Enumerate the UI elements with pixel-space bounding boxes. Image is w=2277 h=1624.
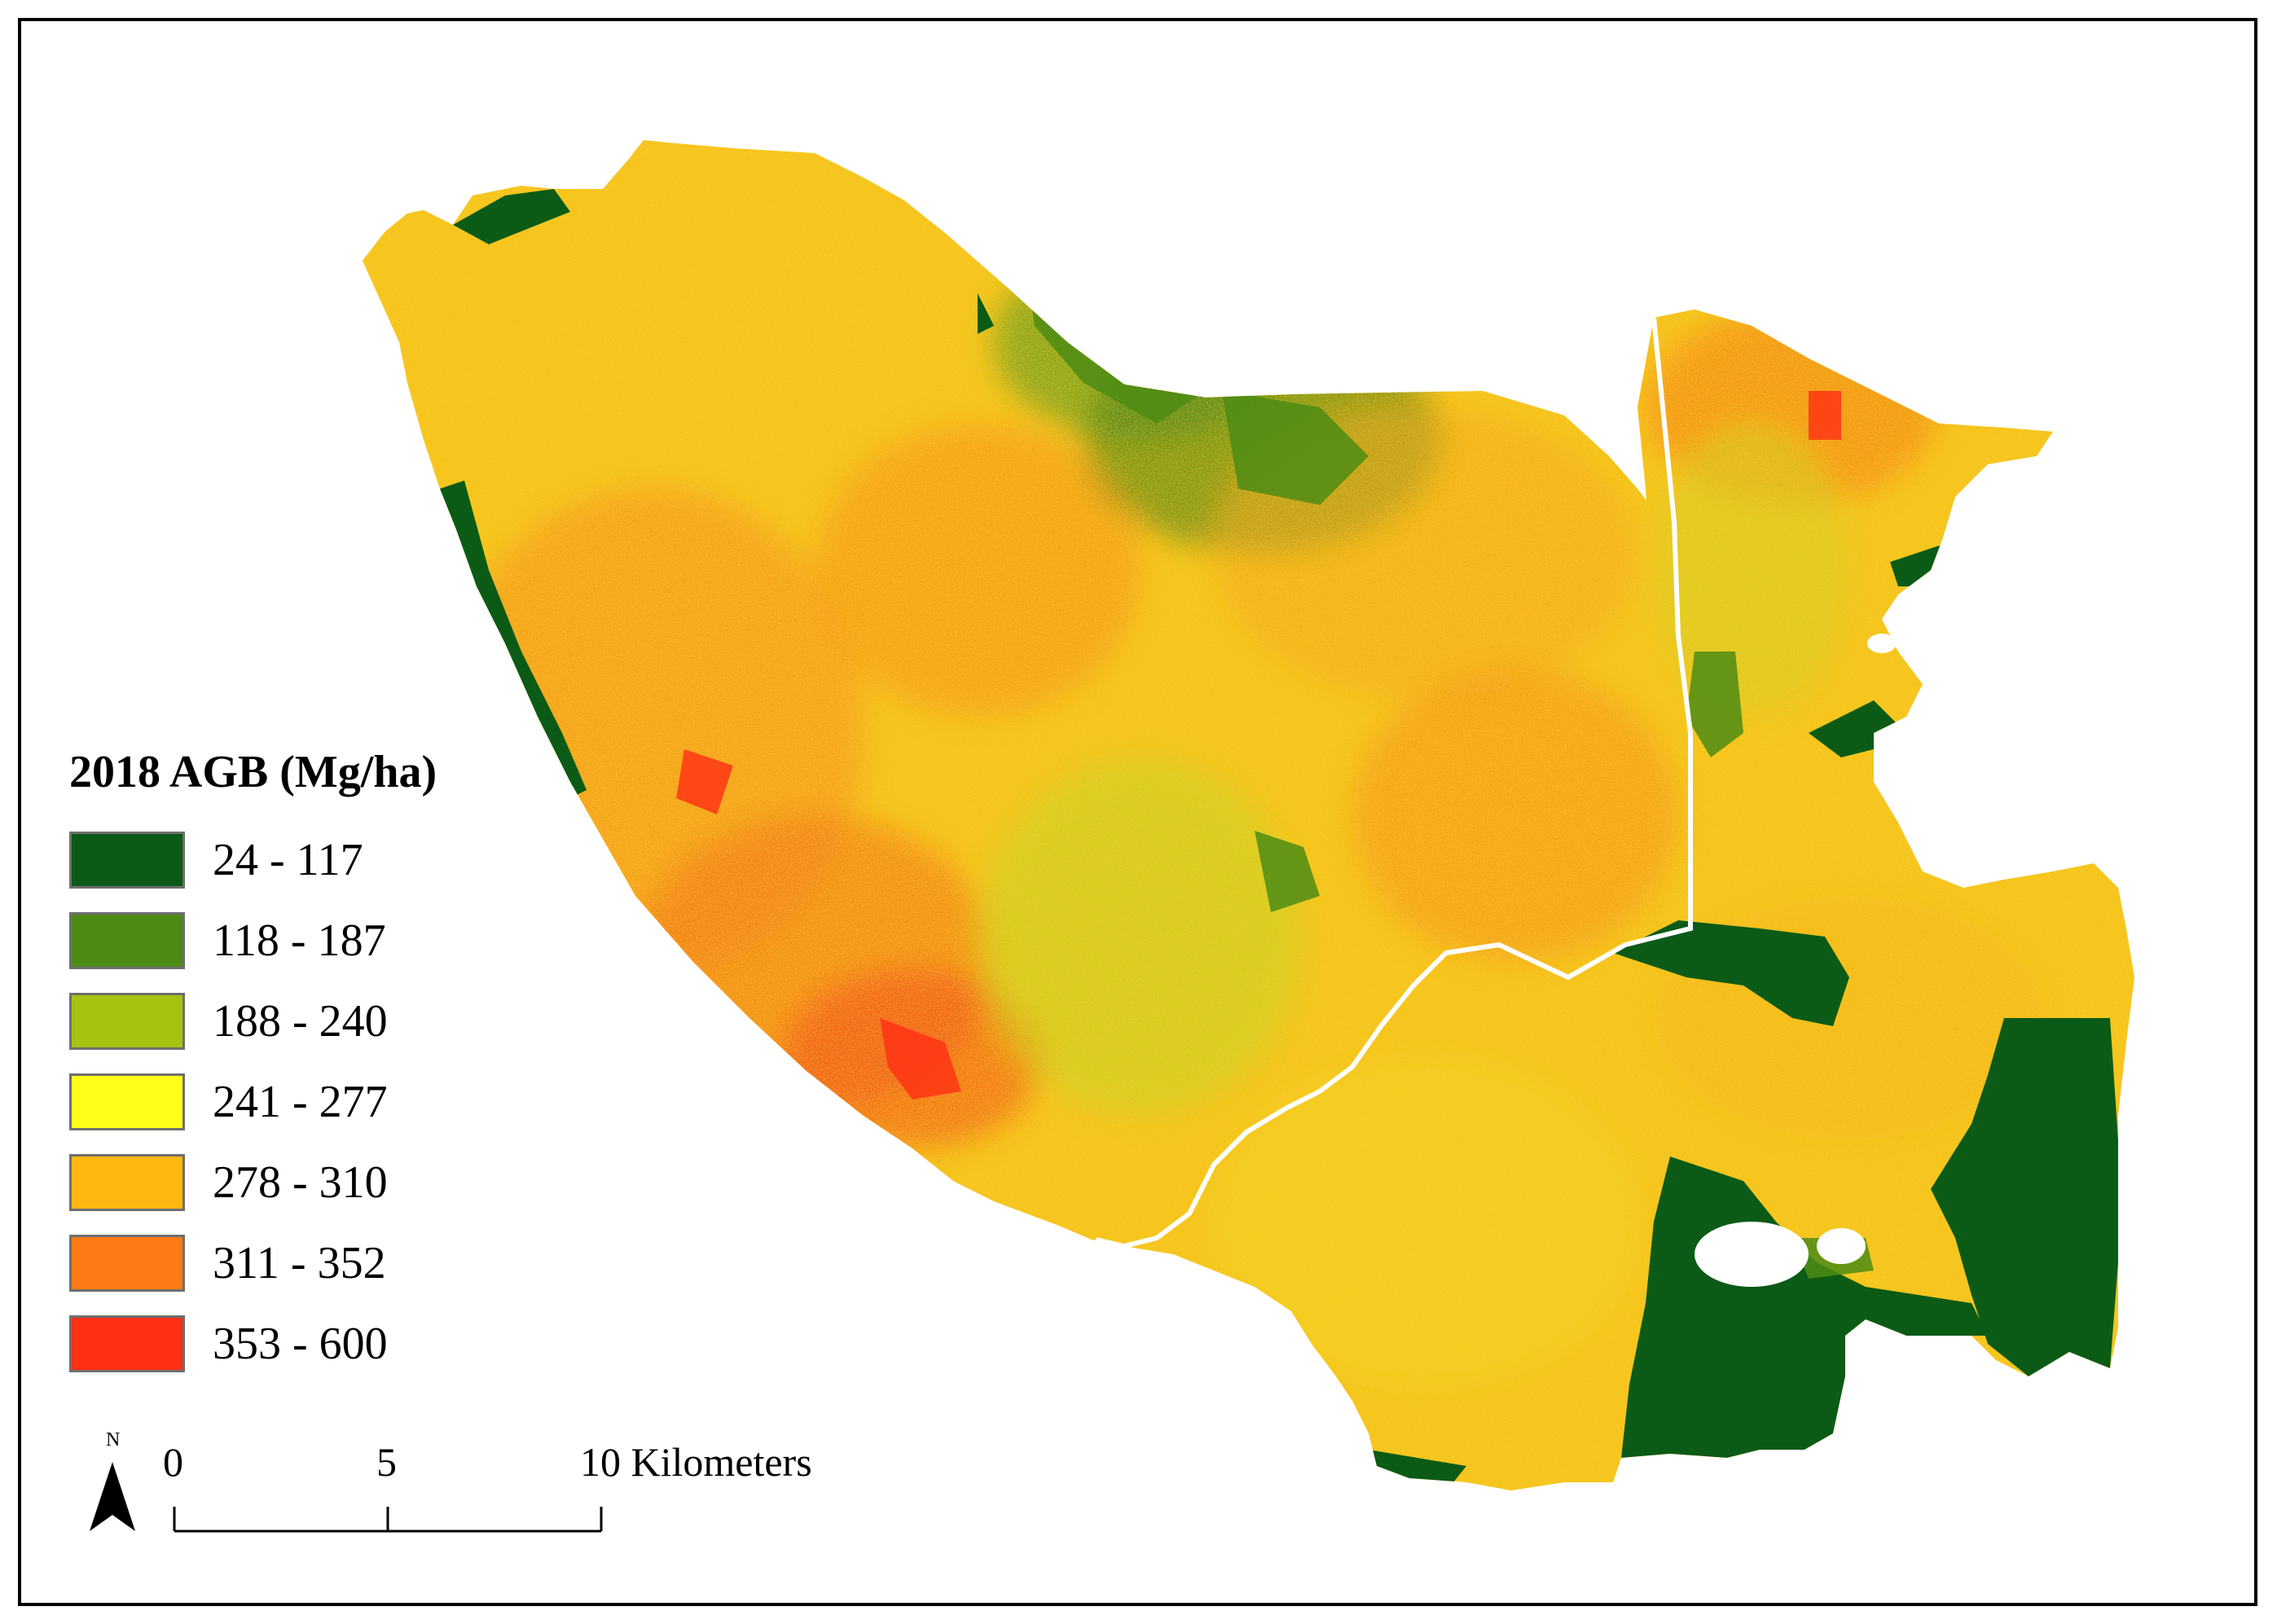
region-boundary: [1095, 317, 1693, 1249]
north-arrow-icon: N: [90, 1429, 135, 1531]
legend-swatch: [69, 992, 185, 1050]
legend: 2018 AGB (Mg/ha) 24 - 117 118 - 187 188 - …: [69, 749, 574, 1384]
legend-title: 2018 AGB (Mg/ha): [69, 747, 437, 797]
legend-item: 278 - 310: [69, 1142, 574, 1222]
legend-swatch: [69, 1073, 185, 1130]
legend-label: 241 - 277: [213, 1076, 388, 1127]
legend-swatch: [69, 1315, 185, 1372]
legend-item: 118 - 187: [69, 900, 574, 981]
legend-label: 353 - 600: [213, 1318, 388, 1369]
scale-tick-10: 10 Kilometers: [580, 1439, 812, 1485]
scale-bar: [173, 1507, 603, 1533]
scale-tick-0: 0: [163, 1439, 183, 1485]
legend-swatch: [69, 831, 185, 889]
legend-label: 311 - 352: [213, 1237, 386, 1288]
legend-swatch: [69, 911, 185, 969]
legend-swatch: [69, 1153, 185, 1211]
legend-item: 353 - 600: [69, 1303, 574, 1384]
legend-item: 188 - 240: [69, 981, 574, 1061]
legend-item: 241 - 277: [69, 1061, 574, 1142]
legend-label: 278 - 310: [213, 1157, 388, 1208]
legend-label: 188 - 240: [213, 995, 388, 1047]
legend-item: 311 - 352: [69, 1222, 574, 1303]
legend-item: 24 - 117: [69, 819, 574, 900]
north-label: N: [106, 1429, 120, 1451]
legend-label: 24 - 117: [213, 834, 363, 885]
scale-tick-5: 5: [376, 1439, 397, 1485]
legend-rows: 24 - 117 118 - 187 188 - 240 241 - 277 278 -…: [69, 819, 574, 1384]
legend-swatch: [69, 1234, 185, 1292]
legend-label: 118 - 187: [213, 915, 386, 966]
